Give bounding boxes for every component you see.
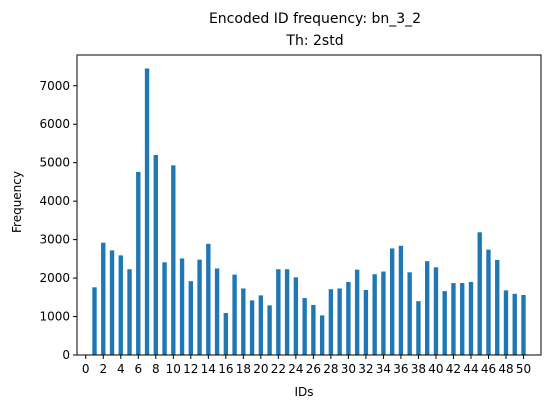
y-tick-label: 0 xyxy=(62,348,70,362)
bar-id-20 xyxy=(258,295,264,355)
x-tick-label: 48 xyxy=(498,362,513,376)
bar-id-11 xyxy=(179,258,185,355)
x-tick-label: 30 xyxy=(341,362,356,376)
bar-id-25 xyxy=(302,298,307,355)
bar-id-22 xyxy=(276,269,281,355)
y-tick-label: 4000 xyxy=(39,194,70,208)
bar-id-35 xyxy=(389,248,395,355)
axes-group: 0 2 4 6 8 10 12 14 16 18 20 22 24 26 28 30 32 34 36 38 40 42 4… xyxy=(39,54,542,376)
bar-id-5 xyxy=(127,269,132,355)
bar-id-1 xyxy=(92,287,97,355)
x-tick-label: 10 xyxy=(166,362,181,376)
bar-id-8 xyxy=(153,155,158,355)
bar-id-30 xyxy=(346,281,351,355)
x-tick-label: 24 xyxy=(288,362,303,376)
x-tick-label: 32 xyxy=(358,362,373,376)
x-tick-label: 50 xyxy=(516,362,531,376)
x-tick-label: 20 xyxy=(253,362,268,376)
bar-id-6 xyxy=(136,171,141,355)
x-tick-label: 22 xyxy=(271,362,286,376)
x-tick-label: 38 xyxy=(411,362,426,376)
bar-id-12 xyxy=(188,281,193,355)
bar-id-46 xyxy=(486,249,491,355)
x-tick-label: 0 xyxy=(82,362,90,376)
bar-id-49 xyxy=(512,293,517,355)
bar-id-17 xyxy=(232,274,237,355)
bar-id-43 xyxy=(460,283,465,355)
bar-id-45 xyxy=(477,232,482,355)
bar-id-38 xyxy=(416,301,421,355)
bar-id-36 xyxy=(398,245,404,355)
x-tick-label: 28 xyxy=(323,362,338,376)
bar-id-15 xyxy=(214,268,220,355)
bar-id-47 xyxy=(495,260,500,355)
bar-id-14 xyxy=(206,243,211,355)
plot-frame xyxy=(76,54,542,356)
bar-id-27 xyxy=(319,315,325,355)
x-tick-label: 16 xyxy=(218,362,233,376)
bars-group xyxy=(92,68,526,355)
bar-id-9 xyxy=(162,262,167,355)
chart-subtitle: Th: 2std xyxy=(285,33,343,49)
bar-id-31 xyxy=(354,269,360,355)
bar-id-34 xyxy=(381,271,386,355)
bar-id-32 xyxy=(363,290,369,355)
y-tick-label: 3000 xyxy=(39,233,70,247)
bar-id-7 xyxy=(144,68,150,355)
x-tick-label: 44 xyxy=(463,362,478,376)
bar-id-37 xyxy=(407,272,412,355)
x-tick-label: 40 xyxy=(428,362,443,376)
bar-id-33 xyxy=(372,274,377,355)
chart-title: Encoded ID frequency: bn_3_2 xyxy=(209,11,421,27)
bar-id-26 xyxy=(311,305,316,355)
x-tick-label: 42 xyxy=(446,362,461,376)
bar-id-21 xyxy=(267,305,272,355)
bar-id-50 xyxy=(521,295,526,355)
bar-id-3 xyxy=(109,250,115,355)
bar-id-41 xyxy=(442,291,447,355)
x-axis-label: IDs xyxy=(294,385,313,399)
bar-id-40 xyxy=(433,267,439,355)
x-tick-label: 2 xyxy=(99,362,107,376)
y-tick-label: 6000 xyxy=(39,117,70,131)
x-tick-label: 18 xyxy=(236,362,251,376)
bar-id-42 xyxy=(451,283,456,355)
x-tick-label: 34 xyxy=(376,362,391,376)
y-tick-label: 7000 xyxy=(39,79,70,93)
bar-id-10 xyxy=(171,165,176,355)
bar-id-28 xyxy=(328,289,334,355)
x-tick-label: 14 xyxy=(201,362,216,376)
bar-id-29 xyxy=(337,288,342,355)
bar-id-48 xyxy=(503,290,509,355)
bar-id-18 xyxy=(241,288,246,355)
bar-id-44 xyxy=(468,281,474,355)
bar-id-4 xyxy=(118,255,123,355)
x-tick-label: 46 xyxy=(481,362,496,376)
bar-id-2 xyxy=(101,242,106,355)
bar-id-39 xyxy=(425,261,430,355)
y-tick-label: 1000 xyxy=(39,310,70,324)
x-tick-label: 4 xyxy=(117,362,125,376)
x-tick-label: 6 xyxy=(134,362,142,376)
bar-id-19 xyxy=(249,300,255,355)
bar-id-24 xyxy=(293,277,299,355)
y-tick-label: 5000 xyxy=(39,156,70,170)
x-tick-label: 8 xyxy=(152,362,160,376)
x-tick-label: 36 xyxy=(393,362,408,376)
bar-id-16 xyxy=(223,313,229,355)
x-tick-label: 12 xyxy=(183,362,198,376)
bar-id-23 xyxy=(284,269,290,355)
bar-id-13 xyxy=(197,259,202,355)
x-tick-label: 26 xyxy=(306,362,321,376)
y-tick-label: 2000 xyxy=(39,271,70,285)
y-axis-label: Frequency xyxy=(10,171,24,233)
